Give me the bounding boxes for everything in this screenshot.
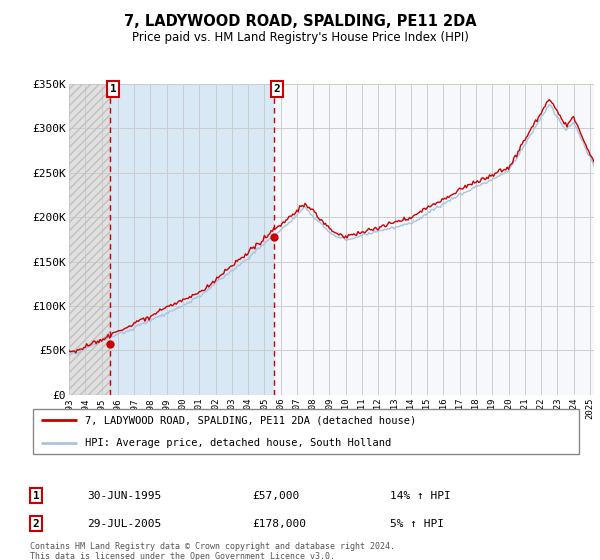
Text: HPI: Average price, detached house, South Holland: HPI: Average price, detached house, Sout… — [85, 438, 391, 448]
Bar — [69, 84, 110, 395]
Text: Contains HM Land Registry data © Crown copyright and database right 2024.
This d: Contains HM Land Registry data © Crown c… — [30, 542, 395, 560]
Bar — [274, 84, 594, 395]
Text: Price paid vs. HM Land Registry's House Price Index (HPI): Price paid vs. HM Land Registry's House … — [131, 31, 469, 44]
FancyBboxPatch shape — [33, 409, 579, 454]
Text: £57,000: £57,000 — [252, 491, 299, 501]
Text: £178,000: £178,000 — [252, 519, 306, 529]
Text: 7, LADYWOOD ROAD, SPALDING, PE11 2DA (detached house): 7, LADYWOOD ROAD, SPALDING, PE11 2DA (de… — [85, 416, 416, 426]
Text: 2: 2 — [32, 519, 40, 529]
Text: 1: 1 — [110, 84, 116, 94]
Text: 29-JUL-2005: 29-JUL-2005 — [87, 519, 161, 529]
Text: 7, LADYWOOD ROAD, SPALDING, PE11 2DA: 7, LADYWOOD ROAD, SPALDING, PE11 2DA — [124, 14, 476, 29]
Bar — [69, 84, 110, 395]
Text: 30-JUN-1995: 30-JUN-1995 — [87, 491, 161, 501]
Text: 14% ↑ HPI: 14% ↑ HPI — [390, 491, 451, 501]
Text: 2: 2 — [274, 84, 281, 94]
Text: 5% ↑ HPI: 5% ↑ HPI — [390, 519, 444, 529]
Bar — [110, 84, 274, 395]
Text: 1: 1 — [32, 491, 40, 501]
